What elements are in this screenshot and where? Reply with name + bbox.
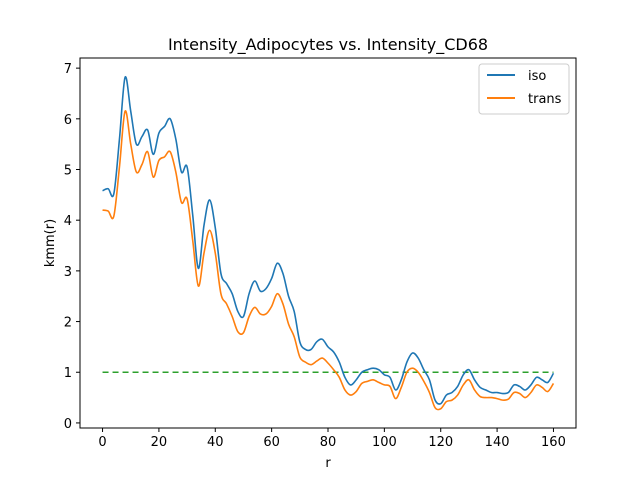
x-axis-label: r [325,456,331,471]
x-tick-label: 100 [372,435,397,450]
series-line-trans [102,110,555,411]
x-tick-label: 0 [98,435,106,450]
chart-title: Intensity_Adipocytes vs. Intensity_CD68 [168,35,488,55]
legend-label-iso: iso [528,69,546,84]
x-tick-label: 20 [151,435,168,450]
y-tick-label: 0 [64,417,72,432]
y-axis-label: kmm(r) [43,219,58,267]
x-tick-label: 140 [485,435,510,450]
x-tick-label: 80 [320,435,337,450]
x-tick-label: 160 [541,435,566,450]
legend-box [478,63,570,115]
y-tick-label: 2 [64,316,72,331]
plot-area [102,76,555,411]
y-tick-label: 3 [64,265,72,280]
legend-label-trans: trans [528,92,562,107]
y-tick-label: 4 [64,214,72,229]
y-tick-label: 5 [64,164,72,179]
series-line-iso [102,76,555,405]
x-tick-label: 120 [428,435,453,450]
x-tick-label: 40 [207,435,224,450]
x-tick-label: 60 [263,435,280,450]
y-tick-label: 6 [64,113,72,128]
y-tick-label: 1 [64,366,72,381]
axis-ticks: 0 20 40 60 80 100 120 140 160 0 1 2 3 4 5 6 7 [64,62,566,450]
y-tick-label: 7 [64,62,72,77]
legend: iso trans [478,63,570,115]
